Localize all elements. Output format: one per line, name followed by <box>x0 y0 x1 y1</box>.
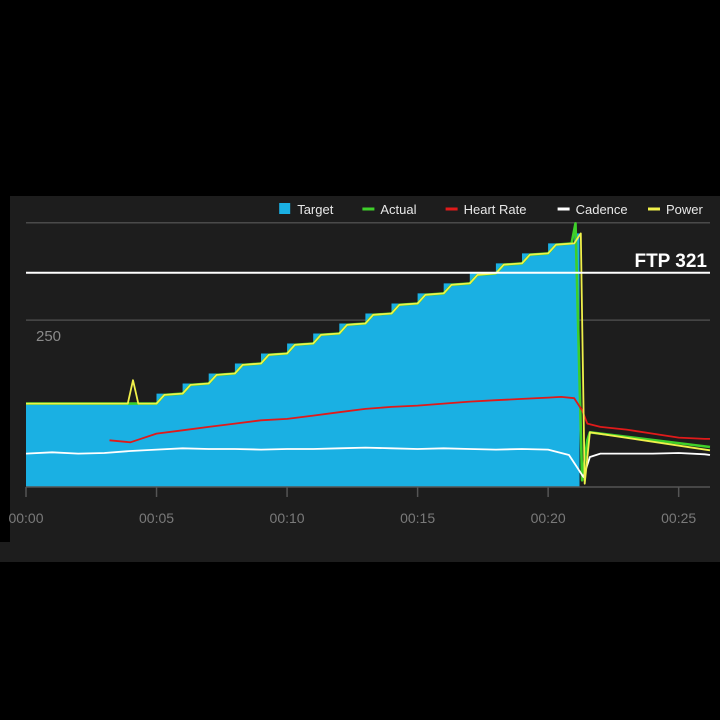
x-tick-label-15: 00:15 <box>400 510 435 526</box>
legend-swatch-heart-rate <box>445 207 458 211</box>
legend-item-actual: Actual <box>362 202 417 217</box>
x-tick-label-10: 00:10 <box>270 510 305 526</box>
x-tick-label-5: 00:05 <box>139 510 174 526</box>
legend-swatch-target <box>279 203 291 214</box>
panel-footer <box>0 542 720 562</box>
x-tick-label-25: 00:25 <box>661 510 696 526</box>
legend-item-heart-rate: Heart Rate <box>445 202 527 217</box>
legend-label-cadence: Cadence <box>576 202 628 217</box>
x-tick-label-0: 00:00 <box>8 510 43 526</box>
series-target-area <box>26 233 710 487</box>
legend-item-power: Power <box>648 202 704 217</box>
legend-swatch-actual <box>362 207 375 211</box>
ftp-label: FTP 321 <box>634 251 707 272</box>
legend-label-target: Target <box>297 202 334 217</box>
series-cadence-line <box>25 446 711 478</box>
gridline-label-250: 250 <box>36 328 61 345</box>
legend-swatch-cadence <box>557 207 570 211</box>
legend-label-power: Power <box>666 202 704 217</box>
legend-item-cadence: Cadence <box>557 202 628 217</box>
series-power-line <box>26 232 711 485</box>
series-heart-rate-line <box>109 395 710 444</box>
legend-item-target: Target <box>279 202 334 217</box>
legend-label-actual: Actual <box>380 202 416 217</box>
legend-swatch-power <box>648 207 660 211</box>
x-tick-label-20: 00:20 <box>531 510 566 526</box>
legend-label-heart-rate: Heart Rate <box>464 202 527 217</box>
